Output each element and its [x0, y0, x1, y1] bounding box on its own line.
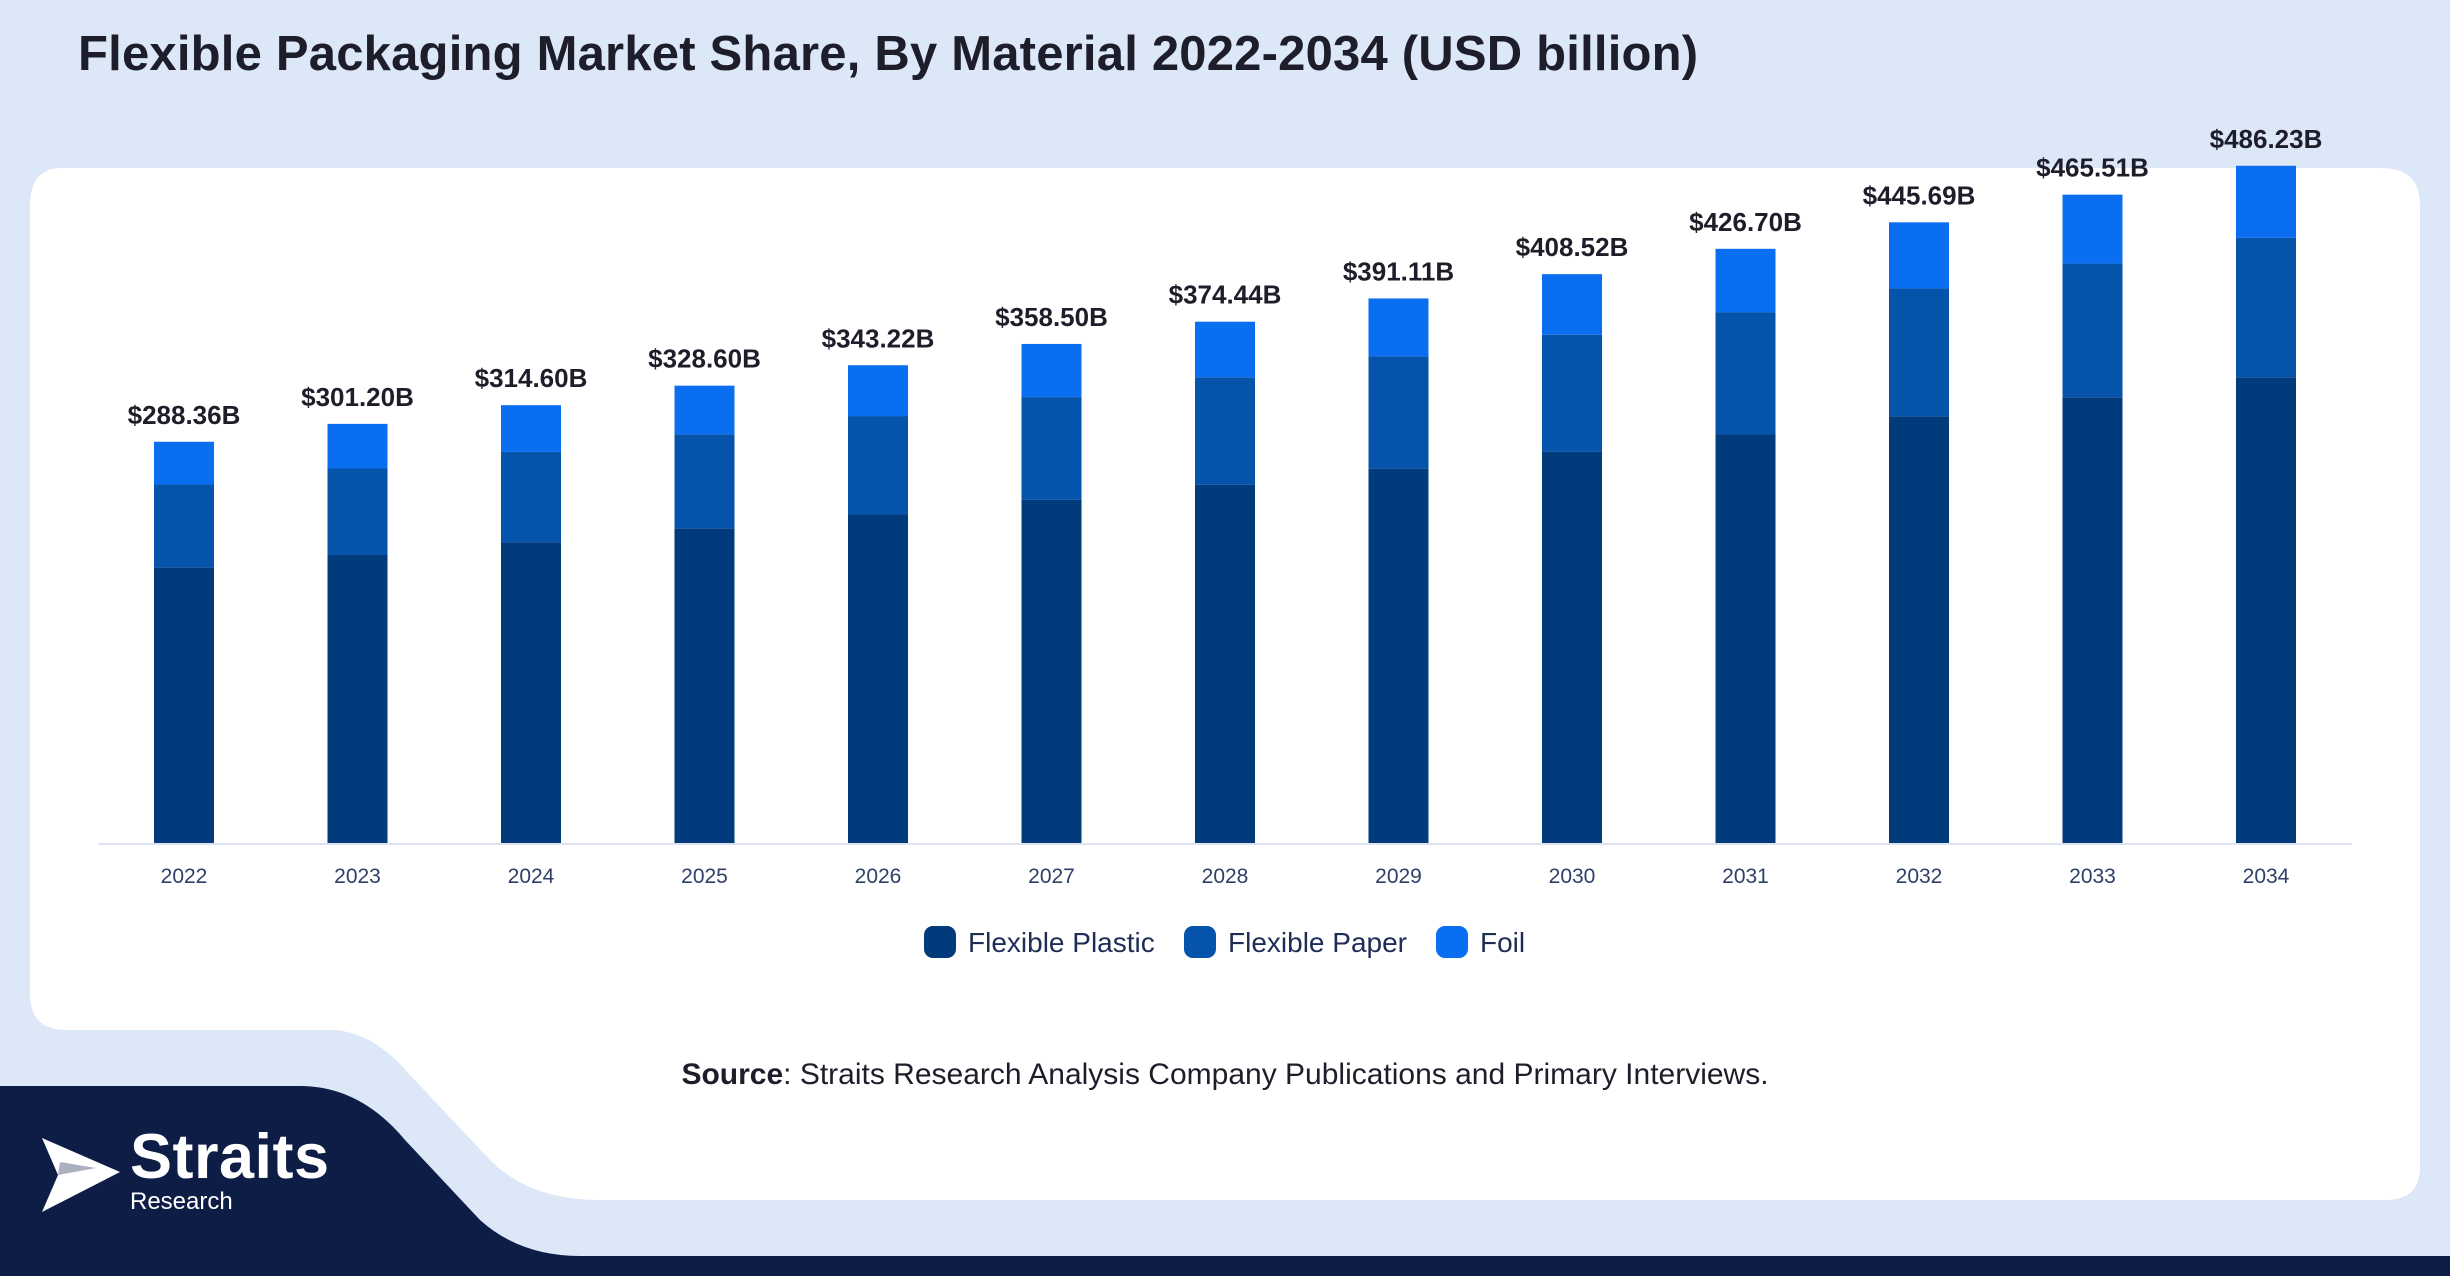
legend: Flexible Plastic Flexible Paper Foil	[924, 926, 1525, 958]
bar-segment-flexible-plastic-2030	[1542, 451, 1602, 844]
bar-segment-foil-2022	[154, 441, 214, 485]
total-label-2025: $328.60B	[648, 344, 761, 374]
legend-label-flexible-plastic: Flexible Plastic	[968, 927, 1155, 958]
logo-subtitle: Research	[130, 1188, 233, 1215]
x-tick-label-2024: 2024	[508, 865, 555, 888]
bar-segment-flexible-plastic-2028	[1195, 484, 1255, 844]
bar-segment-flexible-paper-2027	[1021, 397, 1082, 500]
total-label-2023: $301.20B	[301, 382, 414, 412]
bar-segment-foil-2032	[1889, 222, 1949, 289]
x-tick-label-2032: 2032	[1896, 865, 1943, 888]
bar-segment-foil-2026	[848, 365, 908, 417]
bar-segment-foil-2034	[2236, 165, 2296, 238]
total-label-2024: $314.60B	[475, 363, 588, 393]
total-labels-group: $288.36B $301.20B $314.60B $328.60B $343.22B…	[128, 124, 2323, 430]
bar-segment-foil-2025	[674, 385, 735, 435]
total-label-2031: $426.70B	[1689, 207, 1802, 237]
bars-group	[154, 165, 2296, 844]
total-label-2033: $465.51B	[2036, 153, 2149, 183]
x-tick-label-2027: 2027	[1028, 865, 1075, 888]
legend-swatch-foil	[1436, 926, 1468, 958]
bar-segment-flexible-plastic-2029	[1368, 468, 1429, 844]
x-tick-label-2026: 2026	[855, 865, 902, 888]
bar-segment-foil-2029	[1368, 298, 1429, 357]
source-text: : Straits Research Analysis Company Publ…	[783, 1058, 1769, 1091]
bar-segment-foil-2027	[1021, 343, 1082, 398]
bar-segment-flexible-paper-2026	[848, 416, 908, 515]
bar-segment-flexible-paper-2023	[327, 468, 388, 555]
legend-label-foil: Foil	[1480, 927, 1525, 958]
bar-segment-flexible-plastic-2026	[848, 514, 908, 844]
x-tick-label-2031: 2031	[1722, 865, 1769, 888]
legend-swatch-flexible-paper	[1184, 926, 1216, 958]
bar-segment-foil-2031	[1715, 248, 1776, 313]
bar-segment-foil-2030	[1542, 274, 1602, 335]
bar-segment-foil-2028	[1195, 321, 1255, 378]
total-label-2028: $374.44B	[1169, 280, 1282, 310]
bar-segment-foil-2033	[2062, 194, 2123, 264]
logo-name: Straits	[130, 1122, 330, 1192]
chart-title: Flexible Packaging Market Share, By Mate…	[78, 27, 1699, 81]
bar-segment-flexible-plastic-2025	[674, 528, 735, 844]
total-label-2022: $288.36B	[128, 400, 241, 430]
bar-segment-flexible-plastic-2033	[2062, 397, 2123, 844]
total-label-2029: $391.11B	[1343, 256, 1454, 286]
total-label-2026: $343.22B	[822, 323, 935, 353]
x-tick-label-2029: 2029	[1375, 865, 1422, 888]
x-tick-label-2025: 2025	[681, 865, 728, 888]
bar-segment-flexible-plastic-2022	[154, 567, 214, 844]
footer-band	[0, 1086, 2450, 1276]
bar-segment-flexible-plastic-2034	[2236, 377, 2296, 844]
bar-segment-flexible-plastic-2031	[1715, 434, 1776, 844]
bar-segment-flexible-paper-2022	[154, 484, 214, 568]
straits-arrow-logo-icon	[42, 1138, 120, 1212]
legend-label-flexible-paper: Flexible Paper	[1228, 927, 1407, 958]
x-tick-label-2034: 2034	[2243, 865, 2290, 888]
bar-segment-flexible-paper-2029	[1368, 356, 1429, 469]
legend-swatch-flexible-plastic	[924, 926, 956, 958]
x-tick-label-2030: 2030	[1549, 865, 1596, 888]
bar-segment-flexible-paper-2028	[1195, 377, 1255, 485]
bar-segment-foil-2023	[327, 423, 388, 469]
source-label: Source	[681, 1058, 784, 1091]
x-tick-label-2033: 2033	[2069, 865, 2116, 888]
x-tick-label-2028: 2028	[1202, 865, 1249, 888]
x-tick-label-2022: 2022	[161, 865, 208, 888]
bar-segment-flexible-plastic-2024	[501, 542, 561, 844]
source-note: Source: Straits Research Analysis Compan…	[0, 1058, 2450, 1092]
bar-segment-foil-2024	[501, 405, 561, 452]
bar-segment-flexible-paper-2025	[674, 434, 735, 529]
total-label-2027: $358.50B	[995, 302, 1108, 332]
x-tick-label-2023: 2023	[334, 865, 381, 888]
bar-segment-flexible-plastic-2027	[1021, 499, 1082, 844]
straits-logo: Straits Research	[34, 1122, 354, 1228]
bar-segment-flexible-paper-2033	[2062, 263, 2123, 398]
total-label-2032: $445.69B	[1863, 180, 1976, 210]
bar-segment-flexible-paper-2024	[501, 451, 561, 543]
bar-segment-flexible-paper-2032	[1889, 288, 1949, 417]
bar-segment-flexible-paper-2030	[1542, 334, 1602, 452]
bar-segment-flexible-paper-2034	[2236, 237, 2296, 378]
bar-segment-flexible-plastic-2032	[1889, 416, 1949, 844]
total-label-2030: $408.52B	[1516, 232, 1629, 262]
bar-segment-flexible-paper-2031	[1715, 312, 1776, 435]
total-label-2034: $486.23B	[2210, 124, 2323, 154]
x-tick-labels-group: 2022 2023 2024 2025 2026 2027 2028 2029 2030 2031…	[161, 865, 2290, 888]
bar-segment-flexible-plastic-2023	[327, 554, 388, 844]
